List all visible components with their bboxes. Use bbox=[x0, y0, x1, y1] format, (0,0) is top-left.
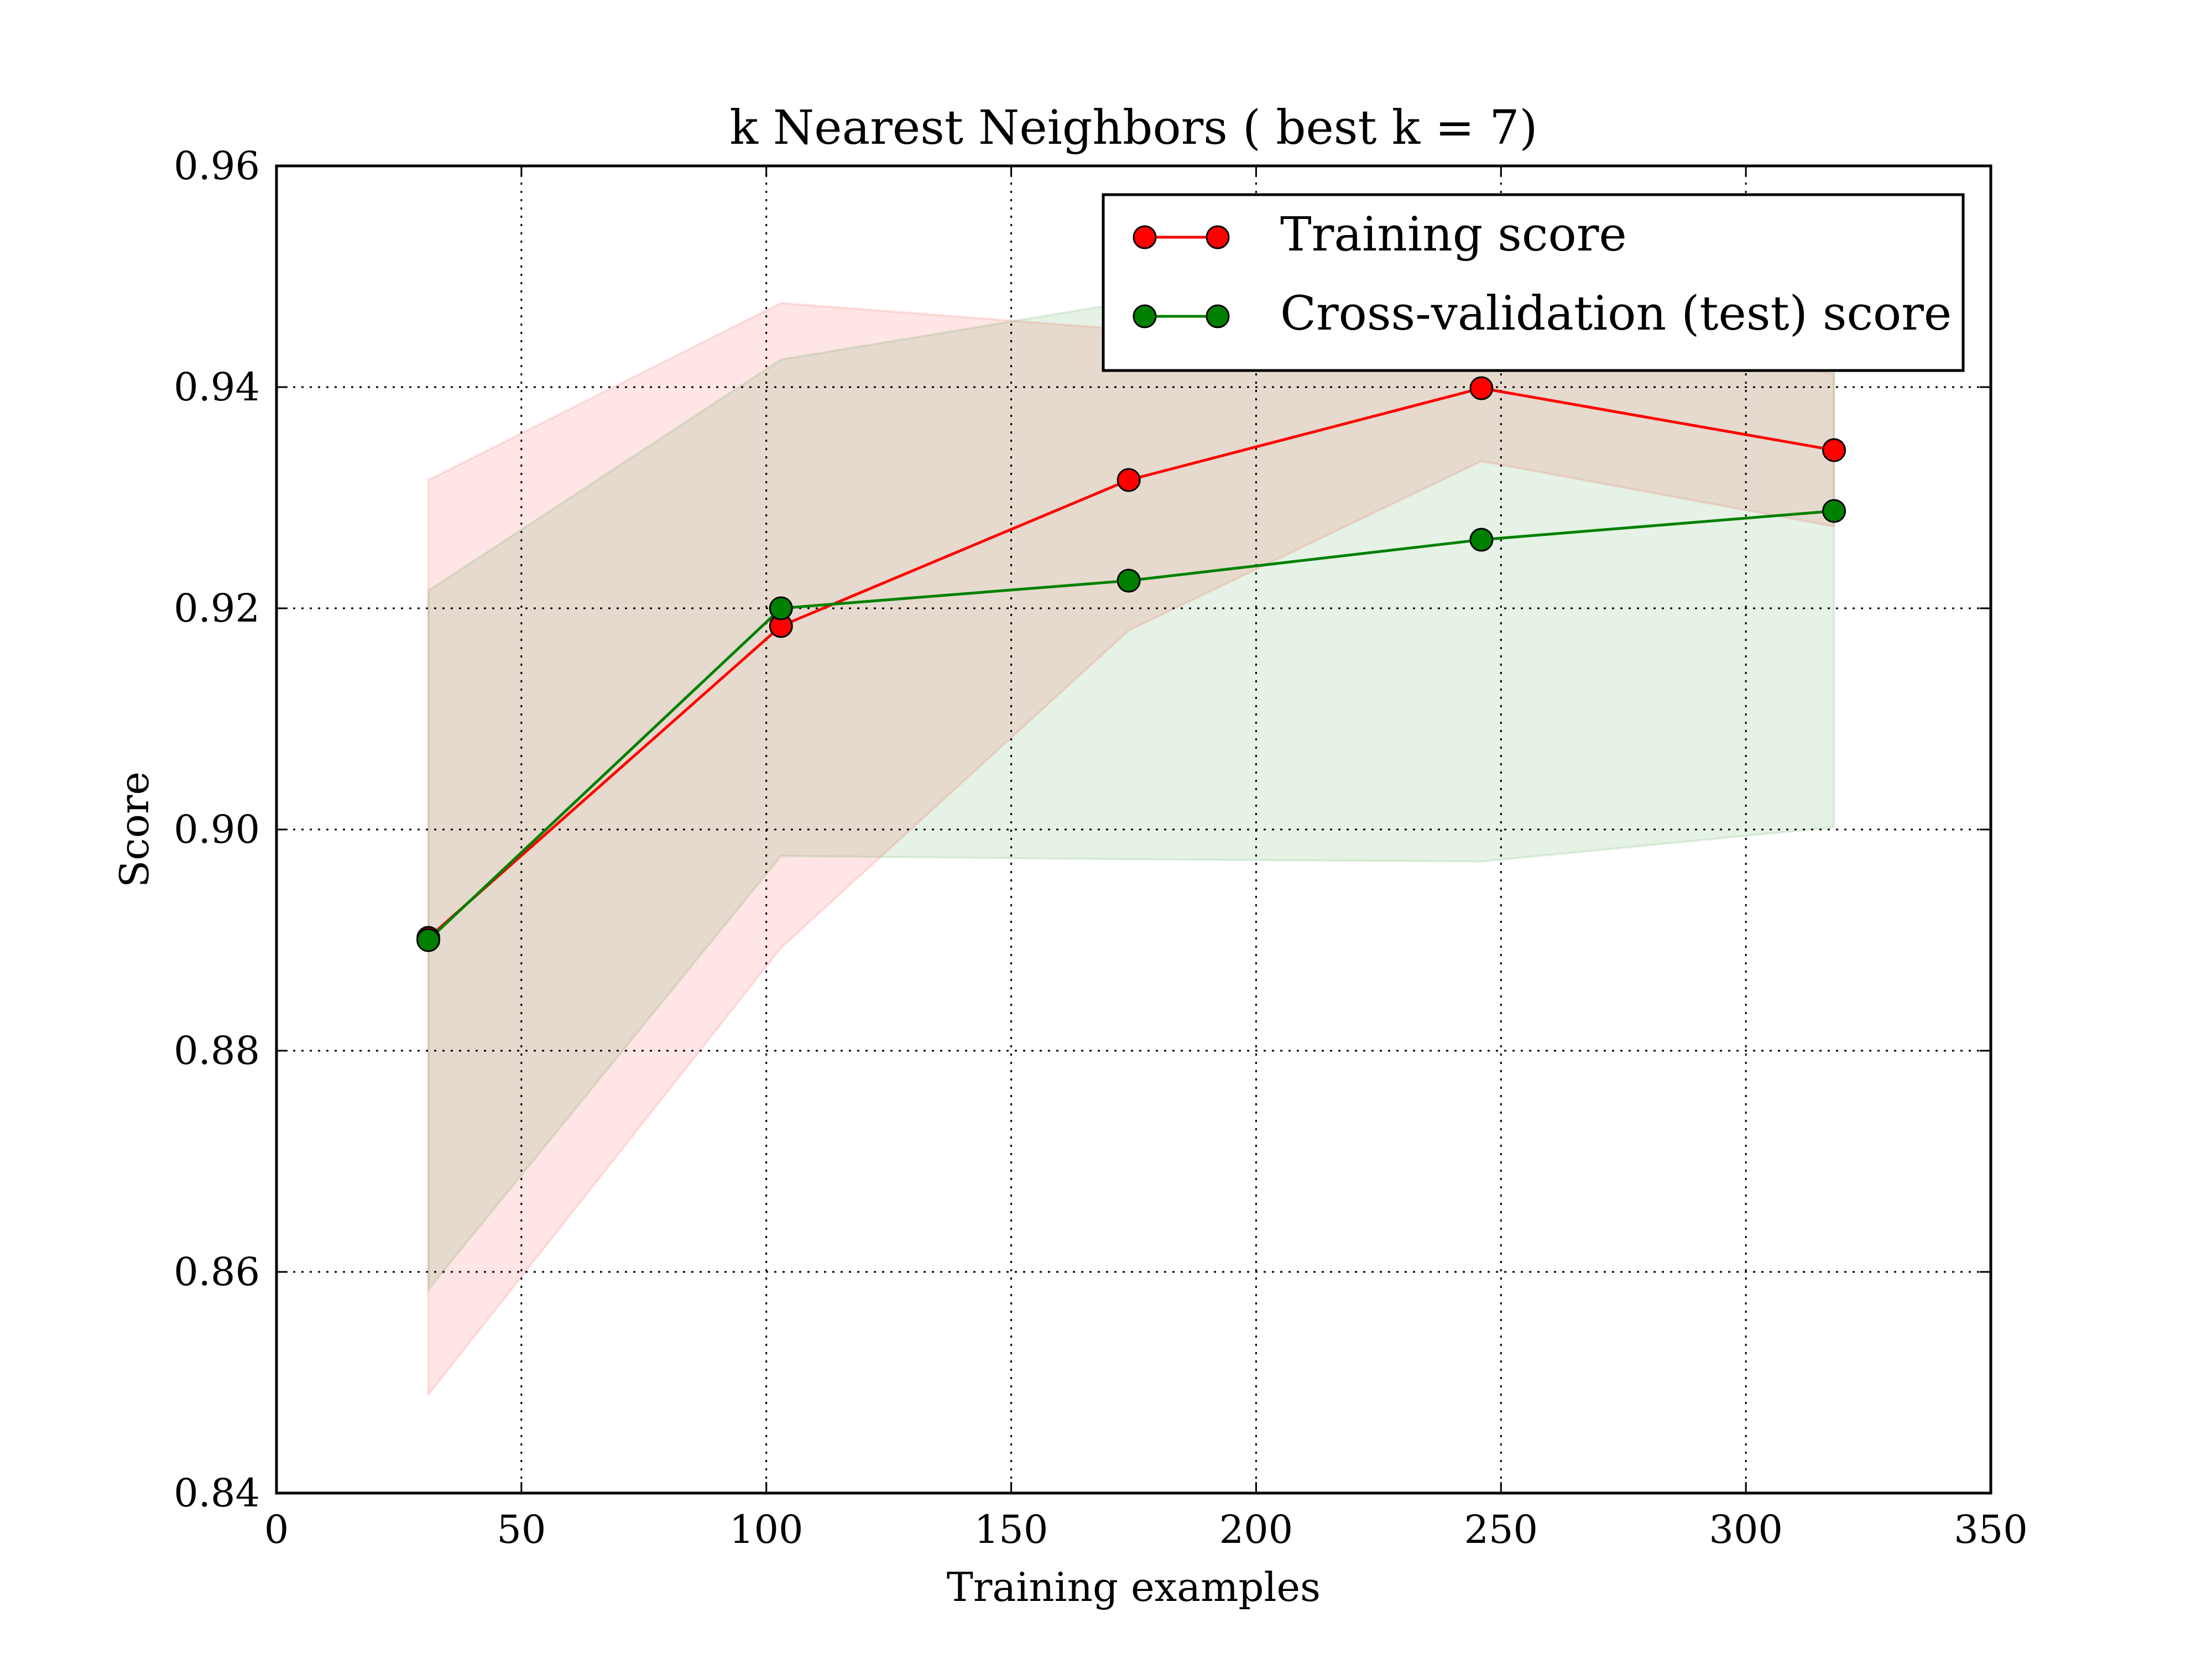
legend-marker-training bbox=[1133, 225, 1157, 249]
data-point-cv bbox=[1469, 528, 1494, 552]
x-tick-label: 200 bbox=[1219, 1507, 1293, 1552]
legend-marker-cv bbox=[1206, 304, 1230, 328]
x-tick-labels: 0 50 100 150 200 250 300 350 bbox=[264, 1507, 2028, 1552]
y-tick-label: 0.86 bbox=[174, 1249, 260, 1295]
y-tick-label: 0.84 bbox=[174, 1470, 260, 1516]
data-point-training bbox=[1117, 468, 1141, 492]
confidence-bands bbox=[427, 193, 1835, 1398]
data-point-cv bbox=[1117, 568, 1141, 593]
x-tick-label: 50 bbox=[497, 1507, 546, 1552]
y-axis-label: Score bbox=[111, 771, 158, 888]
y-tick-label: 0.88 bbox=[174, 1028, 260, 1073]
data-point-training bbox=[1822, 438, 1846, 462]
y-tick-label: 0.96 bbox=[174, 143, 260, 189]
y-tick-label: 0.92 bbox=[174, 586, 260, 631]
y-tick-labels: 0.84 0.86 0.88 0.90 0.92 0.94 0.96 bbox=[174, 143, 260, 1516]
confidence-band-cv bbox=[427, 193, 1835, 1293]
legend-marker-cv bbox=[1133, 304, 1157, 328]
y-tick-label: 0.94 bbox=[174, 364, 260, 410]
legend-label-training: Training score bbox=[1280, 207, 1627, 262]
data-point-cv bbox=[1822, 499, 1846, 523]
x-tick-label: 250 bbox=[1464, 1507, 1538, 1552]
x-tick-label: 300 bbox=[1709, 1507, 1783, 1552]
axis-ticks bbox=[275, 165, 1992, 1494]
x-tick-label: 150 bbox=[974, 1507, 1048, 1552]
series-markers bbox=[416, 376, 1846, 952]
x-tick-label: 350 bbox=[1954, 1507, 2028, 1552]
legend-box bbox=[1102, 193, 1965, 372]
chart-title: k Nearest Neighbors ( best k = 7) bbox=[729, 101, 1537, 155]
x-tick-label: 0 bbox=[264, 1507, 289, 1552]
confidence-band-training bbox=[427, 301, 1835, 1398]
legend-marker-training bbox=[1206, 225, 1230, 249]
x-tick-label: 100 bbox=[729, 1507, 804, 1552]
data-point-cv bbox=[769, 596, 793, 620]
y-tick-label: 0.90 bbox=[174, 807, 260, 852]
x-axis-label: Training examples bbox=[947, 1564, 1321, 1610]
legend: Training score Cross-validation (test) s… bbox=[1102, 193, 1965, 372]
grid-lines bbox=[276, 166, 1991, 1493]
data-point-cv bbox=[416, 928, 441, 952]
data-point-training bbox=[1469, 376, 1494, 400]
legend-label-cv: Cross-validation (test) score bbox=[1280, 286, 1952, 341]
